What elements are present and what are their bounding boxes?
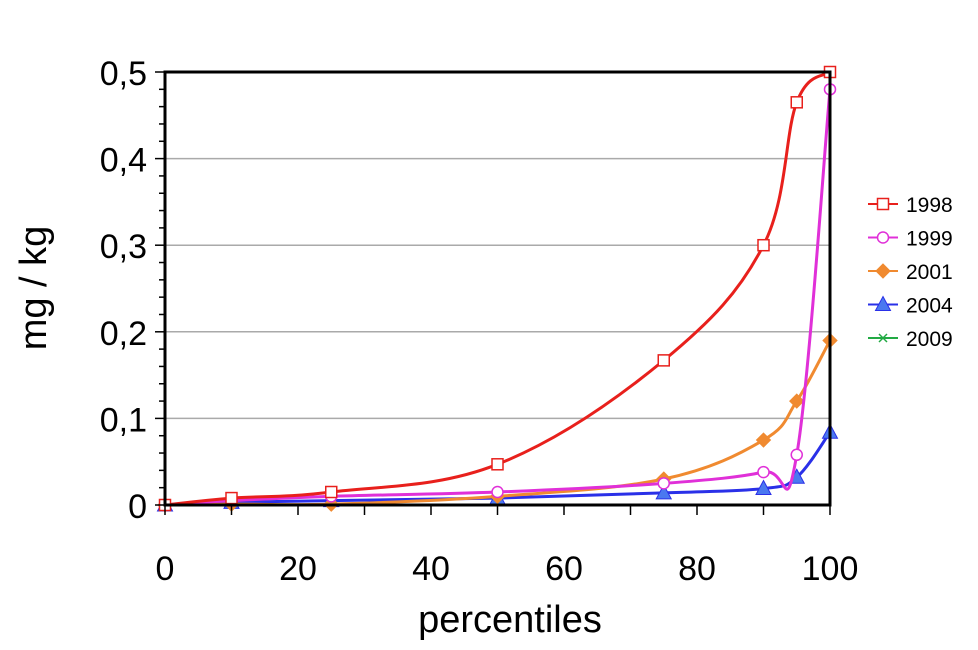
legend-marker-1999 [876, 231, 890, 244]
gridlines [165, 157, 830, 420]
legend-label: 1998 [906, 194, 953, 217]
y-tick-label: 0 [128, 488, 147, 526]
plot-frame [163, 70, 832, 507]
x-tick-label: 0 [156, 550, 175, 588]
x-tick-label: 60 [545, 550, 583, 588]
legend-label: 2009 [906, 328, 953, 351]
legend-label: 1999 [906, 228, 953, 251]
y-axis-label: mg / kg [13, 226, 55, 351]
legend-marker-2001 [875, 263, 891, 279]
data-point [657, 477, 670, 490]
data-point [657, 354, 670, 367]
legend-marker-2009 [878, 333, 888, 343]
data-point [757, 465, 770, 479]
data-point [225, 491, 238, 505]
data-point [757, 238, 770, 252]
legend-label: 2001 [906, 261, 953, 284]
axis-ticks: 0 0,1 0,2 0,3 0,4 0,5 0 20 40 60 80 100 [100, 55, 859, 588]
series-line-2004 [164, 431, 832, 507]
y-tick-label: 0,3 [100, 228, 147, 266]
data-point [755, 432, 772, 448]
x-tick-label: 80 [678, 550, 716, 588]
legend-marker-1998 [876, 197, 890, 211]
legend-marker-2004 [874, 295, 892, 311]
x-axis-label: percentiles [418, 599, 602, 641]
y-tick-label: 0,5 [100, 55, 147, 93]
y-tick-label: 0,4 [100, 142, 147, 180]
y-tick-label: 0,1 [100, 401, 147, 439]
data-point [789, 393, 805, 409]
series-line-1998 [164, 70, 832, 507]
y-tick-label: 0,2 [100, 315, 147, 353]
data-point [325, 485, 338, 499]
legend: 1998 1999 2001 2004 2009 [868, 194, 953, 351]
x-tick-label: 20 [279, 550, 317, 588]
data-point [790, 448, 803, 462]
x-tick-label: 100 [802, 550, 859, 588]
x-tick-label: 40 [412, 550, 450, 588]
data-point [790, 96, 803, 109]
data-point [491, 458, 504, 471]
data-point [491, 485, 504, 499]
legend-label: 2004 [906, 295, 953, 318]
series-line-2001 [164, 339, 832, 507]
data-point [655, 483, 673, 500]
series-group [156, 65, 839, 513]
data-point [755, 479, 772, 496]
